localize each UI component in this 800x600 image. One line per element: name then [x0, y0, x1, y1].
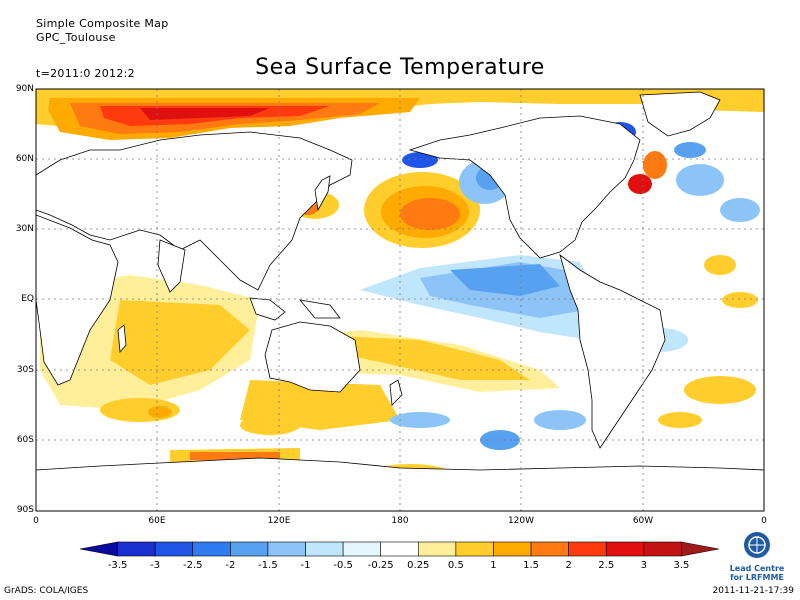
colorbar-swatch: [681, 541, 720, 557]
colorbar-swatch: [605, 541, 645, 557]
wmo-logo: Lead Centre for LRFMME: [722, 530, 792, 582]
colorbar-label: 0.5: [447, 560, 464, 571]
logo-line2: for LRFMME: [730, 573, 784, 582]
lat-label-90n: 90N: [15, 84, 34, 94]
graticule: [36, 89, 764, 511]
page-title: Sea Surface Temperature: [255, 55, 545, 80]
lat-label-30n: 30N: [15, 224, 34, 234]
colorbar-label: 2.5: [598, 560, 615, 571]
coastlines: [36, 91, 764, 511]
colorbar-label: -1: [300, 560, 311, 571]
colorbar-label: -3.5: [107, 560, 128, 571]
lon-label-0: 0: [33, 516, 39, 526]
colorbar-label: -0.25: [367, 560, 394, 571]
colorbar-label: -2.5: [182, 560, 203, 571]
colorbar-label: 1.5: [523, 560, 539, 571]
lon-label-120w: 120W: [507, 516, 535, 526]
colorbar-label: 2: [565, 560, 572, 571]
lon-label-0-end: 0: [761, 516, 767, 526]
lat-label-30s: 30S: [16, 365, 34, 375]
logo-line1: Lead Centre: [729, 564, 785, 573]
lat-label-60n: 60N: [15, 154, 34, 164]
colorbar-swatch: [117, 541, 156, 557]
colorbar-swatch: [79, 541, 118, 557]
lon-label-180: 180: [391, 516, 409, 526]
lon-label-60w: 60W: [632, 516, 654, 526]
lon-label-60e: 60E: [148, 516, 166, 526]
colorbar-swatch: [643, 541, 682, 557]
colorbar-swatch: [154, 541, 194, 557]
map-header-line1: Simple Composite Map: [36, 17, 169, 30]
footer-timestamp: 2011-11-21-17:39: [712, 586, 795, 596]
colorbar-swatch: [230, 541, 269, 557]
colorbar-swatch: [417, 541, 457, 557]
map-header-line2: GPC_Toulouse: [36, 31, 116, 44]
colorbar-label: -3: [150, 560, 161, 571]
colorbar-swatch: [455, 541, 494, 557]
colorbar-swatch: [493, 541, 532, 557]
colorbar-label: -2: [225, 560, 236, 571]
colorbar-swatch: [380, 541, 419, 557]
colorbar: [79, 541, 720, 557]
colorbar-swatch: [342, 541, 382, 557]
lat-label-60s: 60S: [16, 435, 34, 445]
lon-label-120e: 120E: [267, 516, 291, 526]
colorbar-label: 3: [640, 560, 647, 571]
colorbar-label: 1: [490, 560, 497, 571]
colorbar-label: -1.5: [258, 560, 278, 571]
colorbar-swatch: [305, 541, 344, 557]
lat-label-90s: 90S: [16, 505, 34, 515]
time-range-label: t=2011:0 2012:2: [36, 67, 135, 80]
colorbar-swatch: [568, 541, 607, 557]
colorbar-label: 3.5: [673, 560, 690, 571]
lat-label-eq: EQ: [21, 294, 34, 304]
footer-credit: GrADS: COLA/IGES: [4, 586, 89, 596]
colorbar-label: 0.25: [407, 560, 430, 571]
colorbar-swatch: [267, 541, 306, 557]
colorbar-swatch: [192, 541, 231, 557]
map-frame: [35, 88, 765, 512]
colorbar-swatch: [530, 541, 569, 557]
wmo-emblem-icon: [744, 532, 770, 558]
colorbar-label: -0.5: [333, 560, 353, 571]
